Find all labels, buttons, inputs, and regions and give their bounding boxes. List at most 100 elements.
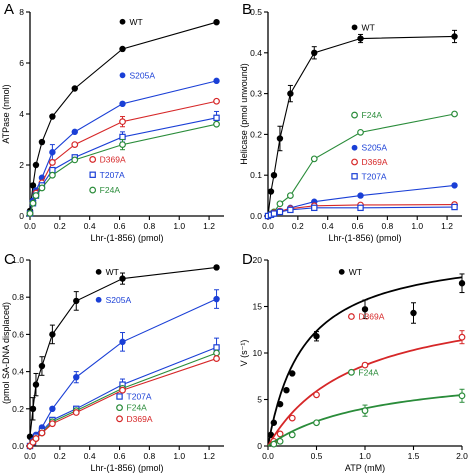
data-point <box>119 118 126 126</box>
data-point <box>119 100 126 108</box>
data-point <box>451 110 458 118</box>
y-tick-label: 6 <box>19 58 24 68</box>
data-point <box>48 159 56 166</box>
legend-marker <box>351 173 358 180</box>
y-axis-title: (pmol SA-DNA displaced) <box>1 302 11 404</box>
panel-letter: C <box>4 251 15 268</box>
data-point <box>71 141 79 149</box>
data-point <box>287 90 294 97</box>
x-tick-label: 0.4 <box>84 221 96 231</box>
x-axis-title: ATP (mM) <box>345 463 385 473</box>
data-point <box>270 440 278 448</box>
data-point <box>119 338 126 346</box>
panel-letter: B <box>242 1 252 18</box>
series-line <box>267 394 463 447</box>
y-tick-label: 0.5 <box>250 7 262 17</box>
x-tick-label: 0.2 <box>54 221 66 231</box>
y-tick-label: 0.2 <box>12 404 24 414</box>
series-label: F24A <box>358 367 379 377</box>
data-point <box>38 429 46 437</box>
data-point <box>32 161 40 169</box>
data-point <box>72 409 80 416</box>
data-point <box>38 184 46 192</box>
data-point <box>213 344 220 351</box>
data-point <box>213 355 220 362</box>
data-point <box>119 275 126 282</box>
x-tick-label: 0.0 <box>262 221 274 231</box>
data-point <box>26 210 34 217</box>
series-label: S205A <box>106 295 132 305</box>
x-tick-label: 0.8 <box>143 451 155 461</box>
data-point <box>73 373 80 381</box>
legend-marker <box>351 144 358 151</box>
series-line <box>29 346 217 447</box>
data-point <box>213 264 220 271</box>
data-point <box>313 419 320 427</box>
x-tick-label: 0.2 <box>292 221 304 231</box>
x-tick-label: 1.2 <box>203 221 215 231</box>
data-point <box>29 199 37 207</box>
series-d369a: D369A <box>267 312 466 447</box>
series-label: T207A <box>100 170 125 180</box>
data-point <box>361 407 369 415</box>
series-s205a: S205A <box>26 289 220 450</box>
legend-marker <box>95 296 102 303</box>
data-point <box>49 149 56 156</box>
data-point <box>213 19 220 26</box>
data-point <box>270 210 278 217</box>
data-point <box>276 200 284 208</box>
data-point <box>410 309 417 317</box>
data-point <box>270 172 278 179</box>
series-label: WT <box>362 22 375 32</box>
y-tick-label: 0 <box>257 441 262 451</box>
series-f24a: F24A <box>26 120 220 217</box>
data-point <box>119 133 126 141</box>
y-tick-label: 0.4 <box>250 48 262 58</box>
data-point <box>213 97 220 105</box>
data-point <box>49 113 56 120</box>
data-point <box>451 203 458 211</box>
data-point <box>289 370 296 377</box>
data-point <box>276 430 284 438</box>
legend-marker <box>351 158 358 166</box>
y-tick-label: 10 <box>253 348 263 358</box>
data-point <box>458 392 466 400</box>
y-tick-label: 4 <box>19 109 24 119</box>
legend-marker <box>348 313 355 320</box>
series-label: F24A <box>362 110 383 120</box>
data-point <box>357 192 364 199</box>
x-tick-label: 1.5 <box>408 451 420 461</box>
data-point <box>48 171 56 179</box>
data-point <box>287 206 294 214</box>
data-point <box>270 419 278 426</box>
data-point <box>276 400 284 408</box>
data-point <box>451 182 458 189</box>
series-label: T207A <box>127 392 152 402</box>
data-point <box>49 331 56 338</box>
legend-marker <box>351 111 358 119</box>
legend-marker <box>89 156 97 163</box>
series-label: D369A <box>127 414 153 424</box>
y-tick-label: 0.0 <box>12 441 24 451</box>
data-point <box>288 431 296 439</box>
data-point <box>49 405 56 412</box>
data-point <box>71 85 78 92</box>
series-label: WT <box>130 17 143 27</box>
y-tick-label: 8 <box>19 7 24 17</box>
panel-letter: D <box>242 251 253 268</box>
x-tick-label: 0.2 <box>54 451 66 461</box>
data-point <box>32 435 40 442</box>
data-point <box>213 120 220 128</box>
data-point <box>38 138 46 146</box>
legend-marker <box>348 368 355 376</box>
data-point <box>71 156 79 164</box>
x-axis-title: Lhr-(1-856) (pmol) <box>328 233 401 243</box>
y-axis-title: V (s⁻¹) <box>239 340 249 367</box>
data-point <box>357 128 364 136</box>
series-label: D369A <box>362 157 388 167</box>
panel-letter: A <box>4 1 14 18</box>
data-point <box>276 437 284 445</box>
data-point <box>29 405 37 412</box>
y-axis-title: Helicase (pmol unwound) <box>239 63 249 165</box>
data-point <box>119 141 126 149</box>
